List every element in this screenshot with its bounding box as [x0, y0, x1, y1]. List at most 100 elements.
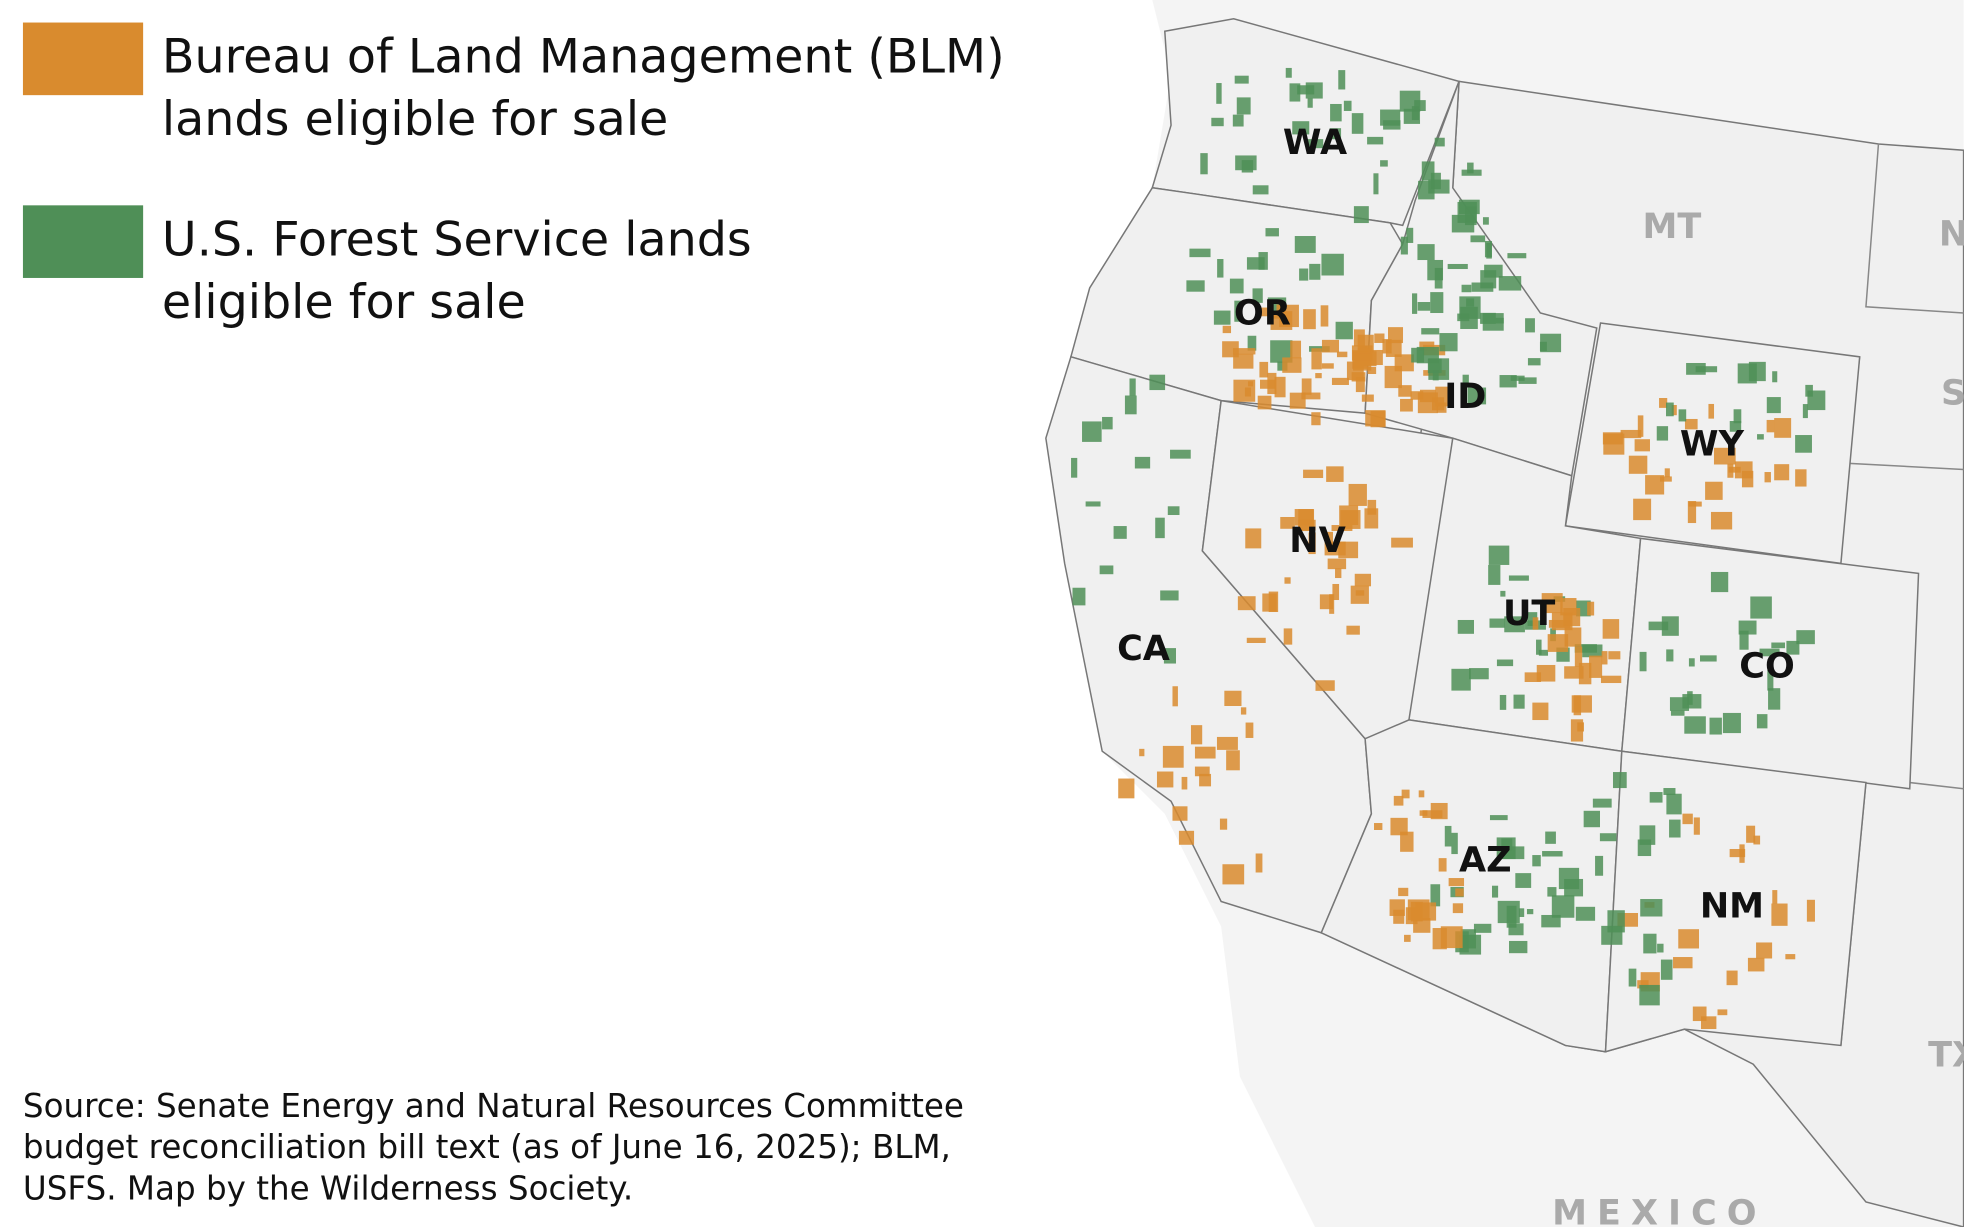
- land-patch: [1118, 778, 1135, 799]
- land-patch: [1232, 114, 1244, 127]
- land-patch: [1451, 668, 1471, 691]
- land-patch: [1639, 984, 1660, 1006]
- land-patch: [1682, 694, 1702, 709]
- land-patch: [1163, 648, 1176, 664]
- land-patch: [1455, 888, 1464, 897]
- land-patch: [1560, 598, 1577, 616]
- land-patch: [1767, 669, 1774, 691]
- land-patch: [1612, 772, 1627, 789]
- land-patch: [1771, 642, 1786, 649]
- land-patch: [1457, 619, 1474, 634]
- land-patch: [1222, 341, 1239, 358]
- land-patch: [1684, 418, 1698, 430]
- land-patch: [1541, 593, 1563, 614]
- edge-label: TX: [1928, 1035, 1964, 1076]
- land-patch: [1756, 942, 1773, 959]
- state-label: NV: [1289, 520, 1345, 561]
- land-patch: [1351, 113, 1364, 134]
- land-patch: [1222, 864, 1245, 885]
- land-patch: [1430, 292, 1444, 314]
- land-patch: [1708, 403, 1715, 419]
- land-patch: [1321, 253, 1344, 276]
- land-patch: [1734, 461, 1753, 479]
- land-patch: [1335, 568, 1342, 579]
- land-patch: [1488, 545, 1510, 565]
- legend: Bureau of Land Management (BLM) lands eli…: [22, 22, 1005, 330]
- land-patch: [1297, 85, 1315, 95]
- land-patch: [1532, 855, 1541, 867]
- land-patch: [1602, 619, 1620, 639]
- state-label: CA: [1117, 628, 1170, 669]
- land-patch: [1666, 402, 1674, 417]
- land-patch: [1669, 819, 1681, 838]
- land-patch: [1326, 531, 1333, 550]
- land-patch: [1384, 365, 1402, 389]
- land-patch: [1336, 351, 1348, 358]
- land-patch: [1298, 519, 1316, 531]
- land-patch: [1353, 206, 1369, 224]
- land-patch: [1515, 873, 1532, 888]
- land-patch: [1406, 227, 1414, 243]
- land-patch: [1260, 307, 1269, 317]
- land-patch: [1265, 228, 1279, 237]
- land-patch: [1307, 98, 1313, 108]
- land-patch: [1488, 565, 1501, 585]
- land-patch: [1710, 511, 1733, 530]
- land-patch: [1385, 339, 1402, 357]
- land-patch: [1484, 264, 1503, 278]
- land-patch: [1351, 372, 1366, 382]
- land-patch: [1252, 288, 1263, 303]
- land-patch: [1508, 575, 1529, 581]
- land-patch: [1574, 646, 1583, 667]
- land-patch: [1700, 1016, 1717, 1030]
- land-patch: [1564, 666, 1584, 679]
- land-patch: [1538, 649, 1549, 656]
- land-patch: [1462, 374, 1469, 387]
- land-patch: [1329, 594, 1335, 614]
- land-patch: [1447, 263, 1468, 270]
- land-patch: [1190, 725, 1203, 745]
- land-patch: [1480, 312, 1496, 324]
- land-patch: [1582, 644, 1603, 658]
- land-patch: [1771, 903, 1788, 926]
- land-patch: [1695, 366, 1718, 373]
- land-patch: [1659, 398, 1668, 408]
- land-patch: [1722, 712, 1741, 734]
- land-patch: [1292, 121, 1310, 135]
- edge-label: MEXICO: [1552, 1192, 1767, 1227]
- source-line: USFS. Map by the Wilderness Society.: [23, 1169, 633, 1207]
- land-patch: [1418, 180, 1435, 200]
- land-patch: [1733, 409, 1742, 424]
- land-patch: [1139, 748, 1145, 757]
- land-patch: [1766, 419, 1775, 433]
- land-patch: [1354, 573, 1372, 587]
- land-patch: [1194, 766, 1210, 777]
- land-patch: [1301, 378, 1312, 395]
- land-patch: [1464, 206, 1477, 226]
- land-patch: [1435, 386, 1454, 407]
- land-patch: [1252, 185, 1269, 195]
- land-patch: [1400, 236, 1408, 255]
- land-patch: [1290, 340, 1302, 359]
- legend-label: lands eligible for sale: [162, 92, 668, 147]
- land-patch: [1387, 327, 1404, 344]
- land-patch: [1666, 793, 1682, 815]
- land-patch: [1499, 694, 1507, 710]
- land-patch: [1283, 628, 1293, 645]
- land-patch: [1160, 590, 1179, 601]
- state-label: OR: [1234, 292, 1291, 333]
- land-patch: [1599, 833, 1617, 842]
- land-patch: [1649, 792, 1663, 803]
- land-patch: [1713, 447, 1736, 465]
- land-patch: [1436, 402, 1447, 413]
- land-patch: [1245, 722, 1254, 738]
- land-patch: [1656, 426, 1669, 441]
- land-patch: [1348, 483, 1367, 506]
- land-patch: [1460, 929, 1476, 949]
- land-patch: [1757, 434, 1764, 440]
- land-patch: [1172, 686, 1178, 707]
- land-patch: [1383, 120, 1401, 130]
- land-patch: [1444, 825, 1452, 847]
- land-patch: [1482, 217, 1489, 225]
- land-patch: [1289, 83, 1301, 102]
